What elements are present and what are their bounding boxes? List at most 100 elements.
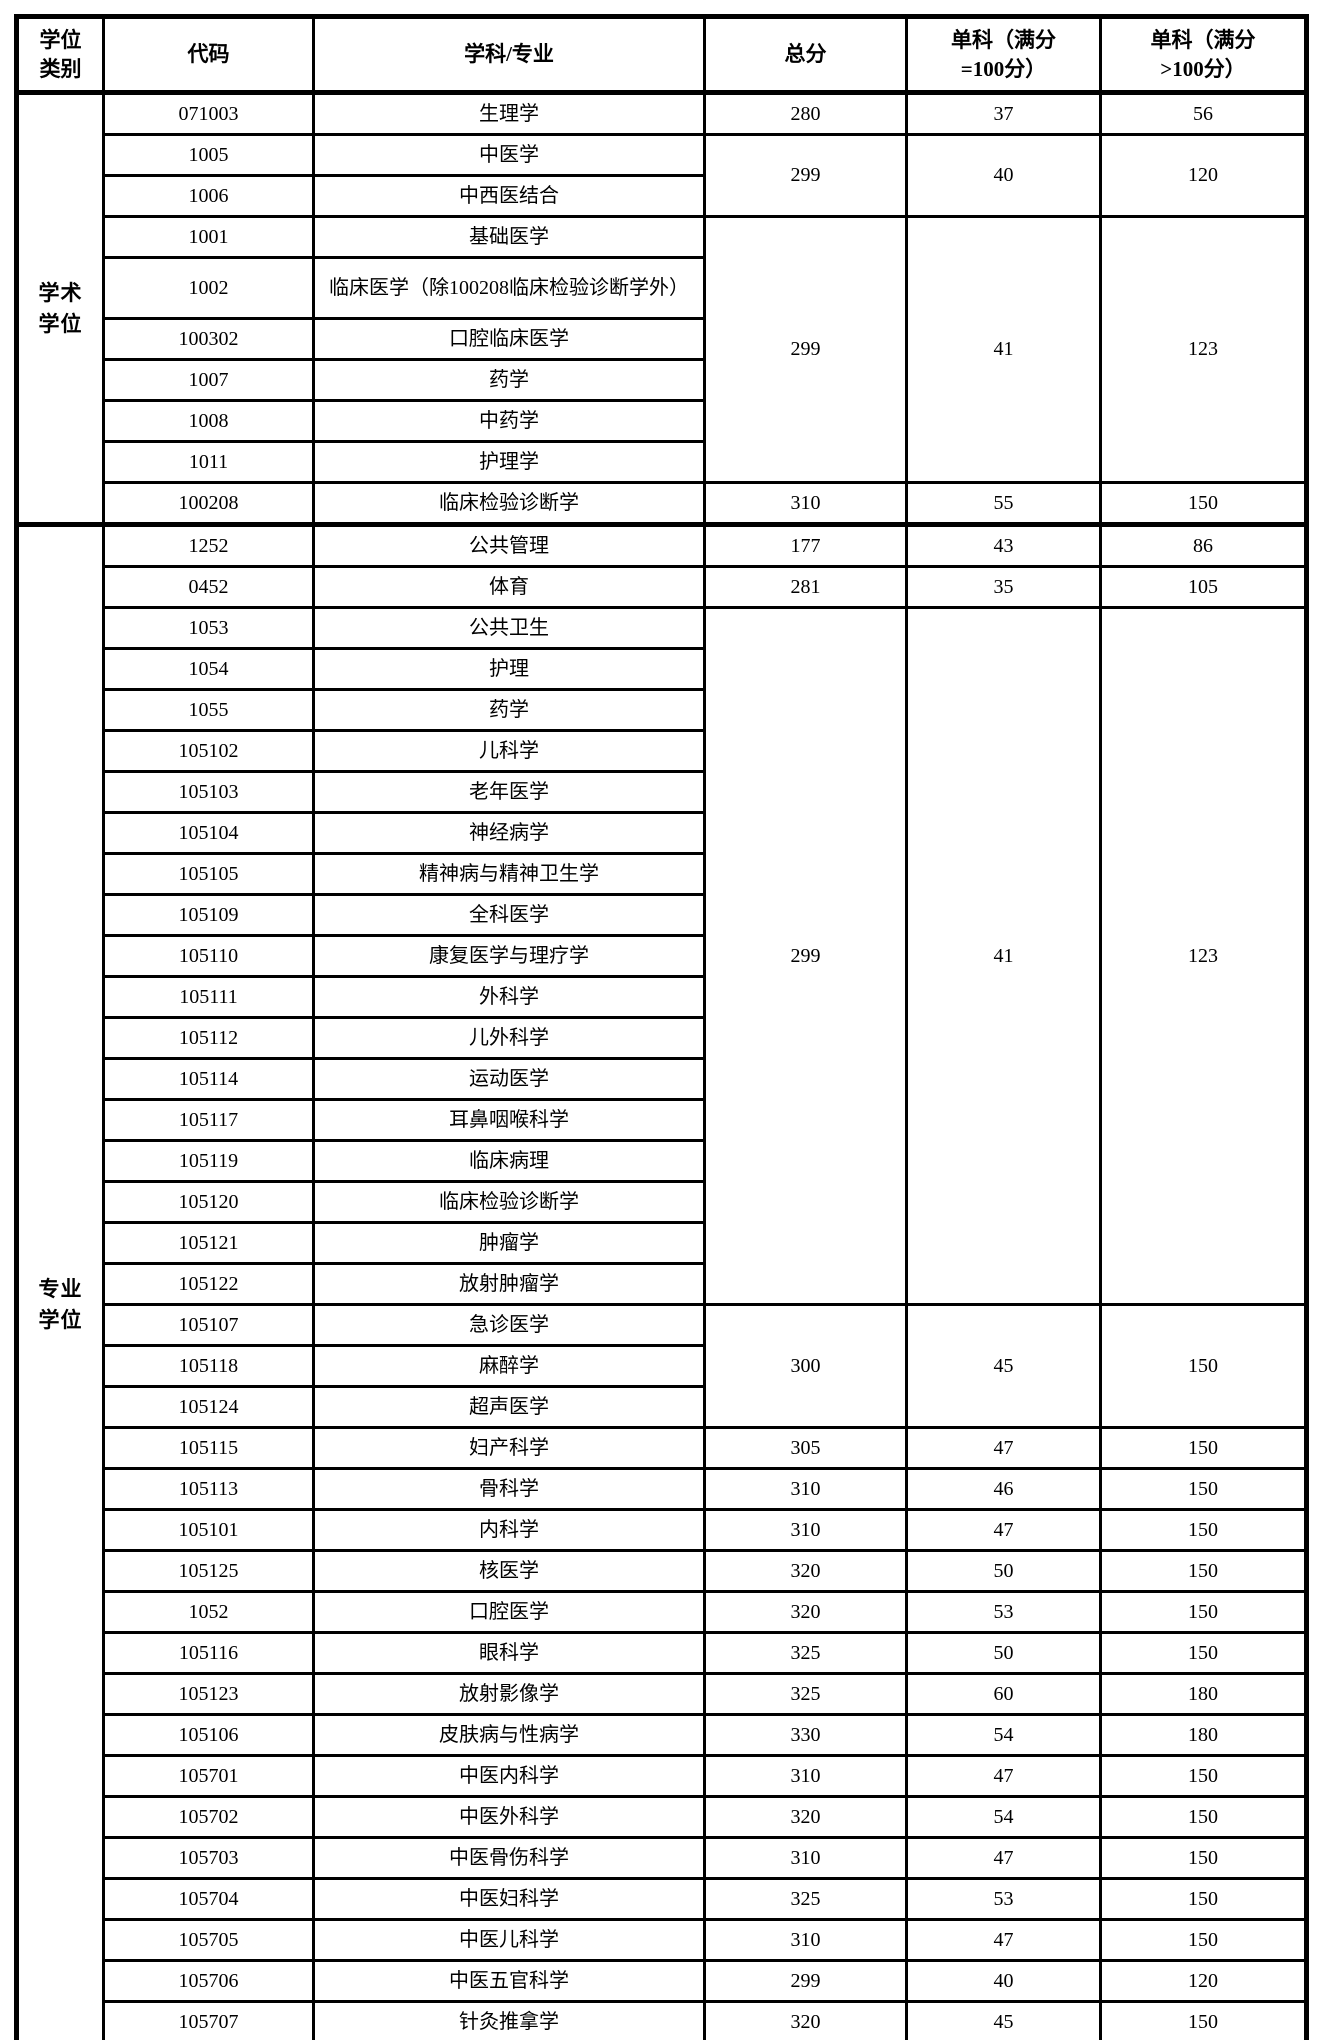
major-cell: 骨科学 xyxy=(312,1467,706,1511)
code-cell: 1001 xyxy=(102,215,315,259)
table-row: 105124 超声医学 xyxy=(17,1385,1307,1429)
table-row: 1006 中西医结合 xyxy=(17,174,1307,218)
code-cell: 105103 xyxy=(102,770,315,814)
major-cell: 内科学 xyxy=(312,1508,706,1552)
single-subject-over-100-cell: 150 xyxy=(1099,481,1308,526)
code-cell: 1006 xyxy=(102,174,315,218)
total-score-cell: 305 xyxy=(703,1426,908,1470)
total-score-cell: 310 xyxy=(703,1508,908,1552)
total-score-cell: 325 xyxy=(703,1672,908,1716)
table-row: 105113 骨科学 310 46 150 xyxy=(17,1467,1308,1511)
table-row: 105701 中医内科学 310 47 150 xyxy=(17,1754,1308,1798)
table-row: 105121 肿瘤学 xyxy=(17,1221,1307,1265)
total-score-cell: 300 xyxy=(703,1303,908,1429)
major-cell: 全科医学 xyxy=(312,893,706,937)
table-row: 学术 学位 071003 生理学 280 37 56 xyxy=(15,90,1308,526)
single-subject-100-cell: 47 xyxy=(905,1754,1102,1798)
section-label-line: 学位 xyxy=(38,311,83,336)
single-subject-100-cell: 40 xyxy=(905,133,1102,218)
table-row: 1002 临床医学（除100208临床检验诊断学外） xyxy=(17,256,1307,320)
table-row: 105103 老年医学 xyxy=(17,770,1307,814)
major-cell: 公共管理 xyxy=(312,522,706,568)
major-cell: 康复医学与理疗学 xyxy=(312,934,706,978)
total-score-cell: 299 xyxy=(703,606,908,1306)
major-cell: 临床医学（除100208临床检验诊断学外） xyxy=(312,256,706,320)
code-cell: 1053 xyxy=(102,606,315,650)
code-cell: 1252 xyxy=(102,522,315,568)
code-cell: 105120 xyxy=(102,1180,315,1224)
section-label-academic: 学术 学位 xyxy=(15,90,105,526)
total-score-cell: 320 xyxy=(703,1590,908,1634)
single-subject-100-cell: 43 xyxy=(905,522,1102,568)
table-row: 105116 眼科学 325 50 150 xyxy=(17,1631,1308,1675)
single-subject-100-cell: 60 xyxy=(905,1672,1102,1716)
major-cell: 妇产科学 xyxy=(312,1426,706,1470)
table-row: 1007 药学 xyxy=(17,358,1307,402)
major-cell: 儿科学 xyxy=(312,729,706,773)
major-cell: 临床病理 xyxy=(312,1139,706,1183)
code-cell: 1005 xyxy=(102,133,315,177)
major-cell: 口腔医学 xyxy=(312,1590,706,1634)
single-subject-100-cell: 53 xyxy=(905,1877,1102,1921)
single-subject-over-100-cell: 150 xyxy=(1099,1754,1308,1798)
major-cell: 口腔临床医学 xyxy=(312,317,706,361)
table-row: 105707 针灸推拿学 320 45 150 xyxy=(17,2000,1308,2040)
major-cell: 中医内科学 xyxy=(312,1754,706,1798)
table-row: 105706 中医五官科学 299 40 120 xyxy=(17,1959,1308,2003)
section-label-line: 学术 xyxy=(38,281,83,306)
code-cell: 071003 xyxy=(102,90,315,136)
single-subject-over-100-cell: 56 xyxy=(1099,90,1308,136)
total-score-cell: 310 xyxy=(703,1467,908,1511)
section-label-professional: 专业 学位 xyxy=(15,522,105,2040)
single-subject-100-cell: 46 xyxy=(905,1467,1102,1511)
major-cell: 中西医结合 xyxy=(312,174,706,218)
total-score-cell: 320 xyxy=(703,2000,908,2040)
table-row: 100208 临床检验诊断学 310 55 150 xyxy=(17,481,1308,526)
major-cell: 皮肤病与性病学 xyxy=(312,1713,706,1757)
single-subject-100-cell: 41 xyxy=(905,215,1102,484)
major-cell: 运动医学 xyxy=(312,1057,706,1101)
major-cell: 护理 xyxy=(312,647,706,691)
table-row: 105102 儿科学 xyxy=(17,729,1307,773)
table-row: 105704 中医妇科学 325 53 150 xyxy=(17,1877,1308,1921)
header-line: 单科（满分 xyxy=(1150,28,1256,53)
code-cell: 105104 xyxy=(102,811,315,855)
code-cell: 105705 xyxy=(102,1918,315,1962)
single-subject-over-100-cell: 150 xyxy=(1099,1590,1308,1634)
single-subject-over-100-cell: 123 xyxy=(1099,606,1308,1306)
code-cell: 105105 xyxy=(102,852,315,896)
header-line: 代码 xyxy=(187,42,230,67)
single-subject-100-cell: 47 xyxy=(905,1508,1102,1552)
single-subject-100-cell: 40 xyxy=(905,1959,1102,2003)
single-subject-100-cell: 41 xyxy=(905,606,1102,1306)
code-cell: 105124 xyxy=(102,1385,315,1429)
major-cell: 临床检验诊断学 xyxy=(312,481,706,526)
table-row: 105101 内科学 310 47 150 xyxy=(17,1508,1308,1552)
code-cell: 105106 xyxy=(102,1713,315,1757)
code-cell: 1055 xyxy=(102,688,315,732)
single-subject-100-cell: 47 xyxy=(905,1918,1102,1962)
major-cell: 急诊医学 xyxy=(312,1303,706,1347)
single-subject-100-cell: 47 xyxy=(905,1836,1102,1880)
code-cell: 105125 xyxy=(102,1549,315,1593)
table-row: 1053 公共卫生 299 41 123 xyxy=(17,606,1308,1306)
table-row: 105105 精神病与精神卫生学 xyxy=(17,852,1307,896)
total-score-cell: 325 xyxy=(703,1631,908,1675)
single-subject-100-cell: 50 xyxy=(905,1631,1102,1675)
table-row: 105109 全科医学 xyxy=(17,893,1307,937)
code-cell: 105123 xyxy=(102,1672,315,1716)
major-cell: 麻醉学 xyxy=(312,1344,706,1388)
code-cell: 1052 xyxy=(102,1590,315,1634)
table-row: 105705 中医儿科学 310 47 150 xyxy=(17,1918,1308,1962)
code-cell: 1011 xyxy=(102,440,315,484)
single-subject-over-100-cell: 105 xyxy=(1099,565,1308,609)
single-subject-over-100-cell: 150 xyxy=(1099,2000,1308,2040)
single-subject-over-100-cell: 150 xyxy=(1099,1918,1308,1962)
table-row: 100302 口腔临床医学 xyxy=(17,317,1307,361)
single-subject-100-cell: 50 xyxy=(905,1549,1102,1593)
major-cell: 公共卫生 xyxy=(312,606,706,650)
table-row: 105117 耳鼻咽喉科学 xyxy=(17,1098,1307,1142)
total-score-cell: 299 xyxy=(703,1959,908,2003)
header-line: 学科/专业 xyxy=(464,42,554,67)
code-cell: 105704 xyxy=(102,1877,315,1921)
